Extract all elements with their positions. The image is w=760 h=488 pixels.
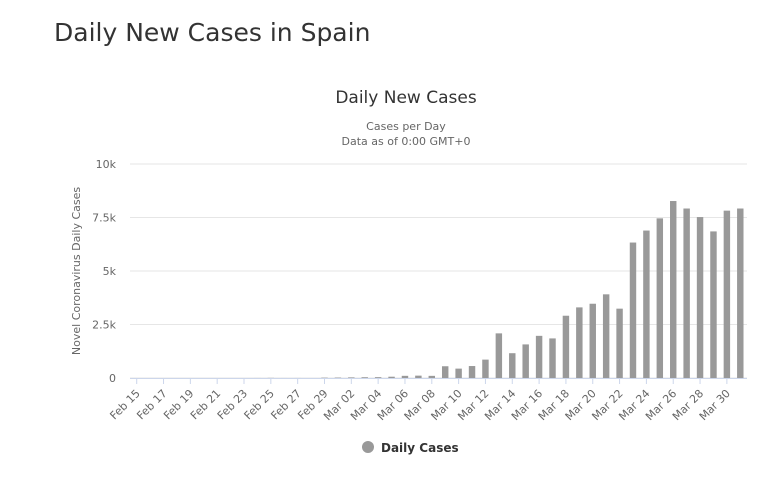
y-axis-label: Novel Coronavirus Daily Cases <box>70 187 83 355</box>
bar[interactable] <box>402 376 408 378</box>
bar[interactable] <box>576 307 582 378</box>
bar[interactable] <box>522 344 528 378</box>
y-tick-label: 2.5k <box>92 319 116 332</box>
bar[interactable] <box>737 209 743 378</box>
bar[interactable] <box>603 294 609 378</box>
bar[interactable] <box>710 231 716 378</box>
legend[interactable]: Daily Cases <box>362 441 459 455</box>
chart-subtitle-date: Data as of 0:00 GMT+0 <box>342 135 471 148</box>
bar[interactable] <box>415 376 421 378</box>
bar[interactable] <box>536 336 542 378</box>
bar[interactable] <box>509 353 515 378</box>
bar[interactable] <box>496 333 502 378</box>
bar[interactable] <box>724 211 730 378</box>
bar[interactable] <box>348 377 354 378</box>
bar[interactable] <box>429 376 435 378</box>
bar[interactable] <box>683 209 689 378</box>
bar[interactable] <box>482 360 488 378</box>
bars <box>254 201 743 378</box>
grid-lines <box>130 164 747 378</box>
bar[interactable] <box>455 369 461 378</box>
bar[interactable] <box>549 338 555 378</box>
bar[interactable] <box>670 201 676 378</box>
bar[interactable] <box>375 377 381 378</box>
bar[interactable] <box>697 217 703 378</box>
bar[interactable] <box>643 231 649 378</box>
bar[interactable] <box>362 377 368 378</box>
y-tick-label: 10k <box>96 158 117 171</box>
bar[interactable] <box>388 377 394 378</box>
bar[interactable] <box>590 304 596 378</box>
bar[interactable] <box>616 309 622 378</box>
y-axis-ticks: 0 2.5k 5k 7.5k 10k <box>92 158 116 385</box>
bar[interactable] <box>442 366 448 378</box>
y-tick-label: 5k <box>103 265 117 278</box>
legend-label[interactable]: Daily Cases <box>381 441 459 455</box>
bar[interactable] <box>630 243 636 378</box>
bar[interactable] <box>563 316 569 378</box>
y-tick-label: 0 <box>109 372 116 385</box>
bar[interactable] <box>657 218 663 378</box>
bar[interactable] <box>469 366 475 378</box>
chart-title: Daily New Cases <box>335 88 477 108</box>
y-tick-label: 7.5k <box>92 212 116 225</box>
chart-subtitle: Cases per Day <box>366 120 446 133</box>
legend-marker <box>362 441 374 453</box>
